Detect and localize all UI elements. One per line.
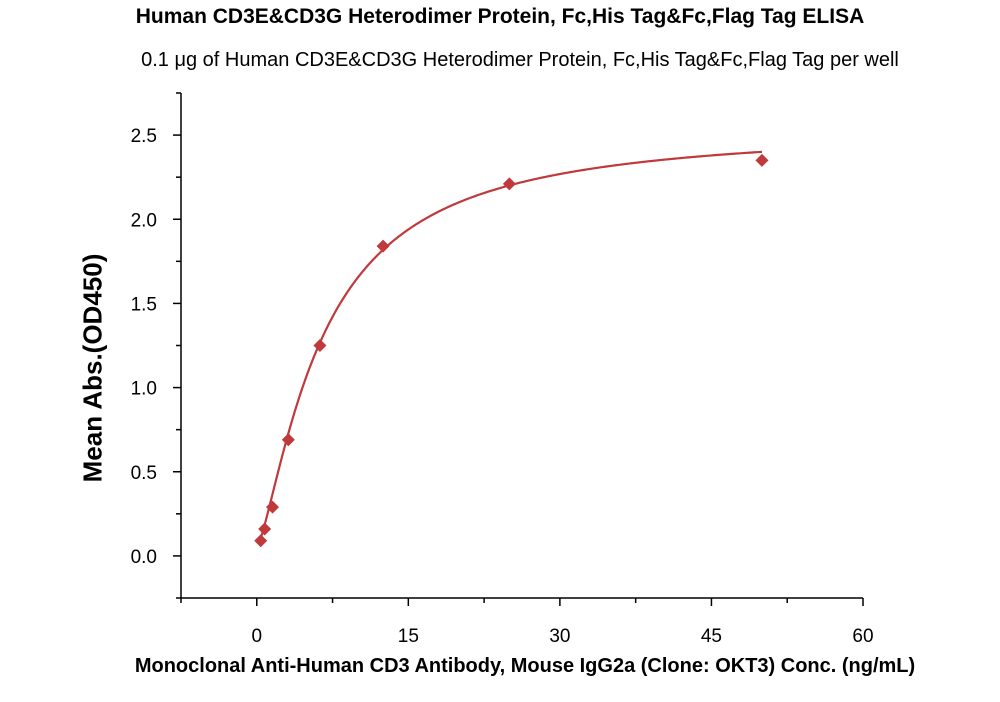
data-point [313, 339, 327, 352]
x-tick-label: 0 [251, 626, 262, 647]
data-point [254, 534, 268, 548]
x-axis-label: Monoclonal Anti-Human CD3 Antibody, Mous… [134, 655, 916, 677]
data-point [281, 433, 295, 447]
data-point [266, 500, 280, 514]
y-tick-label: 1.0 [131, 379, 157, 400]
data-point [502, 177, 516, 191]
y-tick-label: 2.5 [131, 126, 157, 147]
chart-title: Human CD3E&CD3G Heterodimer Protein, Fc,… [135, 5, 865, 28]
data-point [376, 239, 390, 253]
fit-curve [259, 150, 763, 539]
y-tick-label: 0.0 [131, 547, 157, 568]
x-tick-label: 15 [398, 626, 419, 647]
x-tick-label: 60 [852, 626, 873, 647]
data-point [755, 153, 769, 167]
y-tick-label: 0.5 [131, 463, 157, 484]
x-tick-label: 45 [701, 626, 722, 647]
data-point [258, 522, 272, 536]
chart-subtitle: 0.1 μg of Human CD3E&CD3G Heterodimer Pr… [141, 49, 899, 71]
y-tick-label: 1.5 [131, 294, 157, 315]
y-tick-label: 2.0 [131, 210, 157, 231]
x-tick-label: 30 [549, 626, 570, 647]
